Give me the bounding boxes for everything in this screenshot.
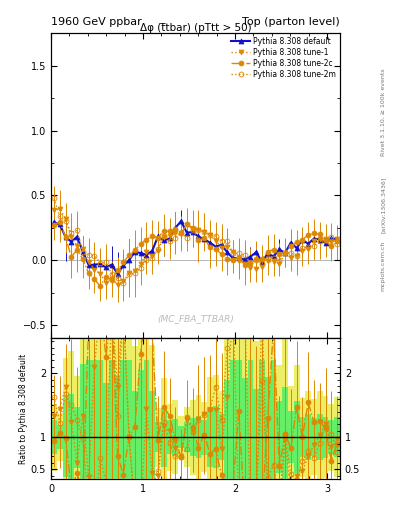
Text: (MC_FBA_TTBAR): (MC_FBA_TTBAR) [157,314,234,323]
Text: [arXiv:1306.3436]: [arXiv:1306.3436] [381,177,386,233]
Text: 1960 GeV ppbar: 1960 GeV ppbar [51,17,142,27]
Text: Top (parton level): Top (parton level) [242,17,340,27]
Title: Δφ (t̅tbar) (pTtt > 50): Δφ (t̅tbar) (pTtt > 50) [140,23,252,32]
Legend: Pythia 8.308 default, Pythia 8.308 tune-1, Pythia 8.308 tune-2c, Pythia 8.308 tu: Pythia 8.308 default, Pythia 8.308 tune-… [230,35,338,80]
Y-axis label: Ratio to Pythia 8.308 default: Ratio to Pythia 8.308 default [19,353,28,463]
Text: mcplots.cern.ch: mcplots.cern.ch [381,241,386,291]
Text: Rivet 3.1.10, ≥ 100k events: Rivet 3.1.10, ≥ 100k events [381,69,386,157]
